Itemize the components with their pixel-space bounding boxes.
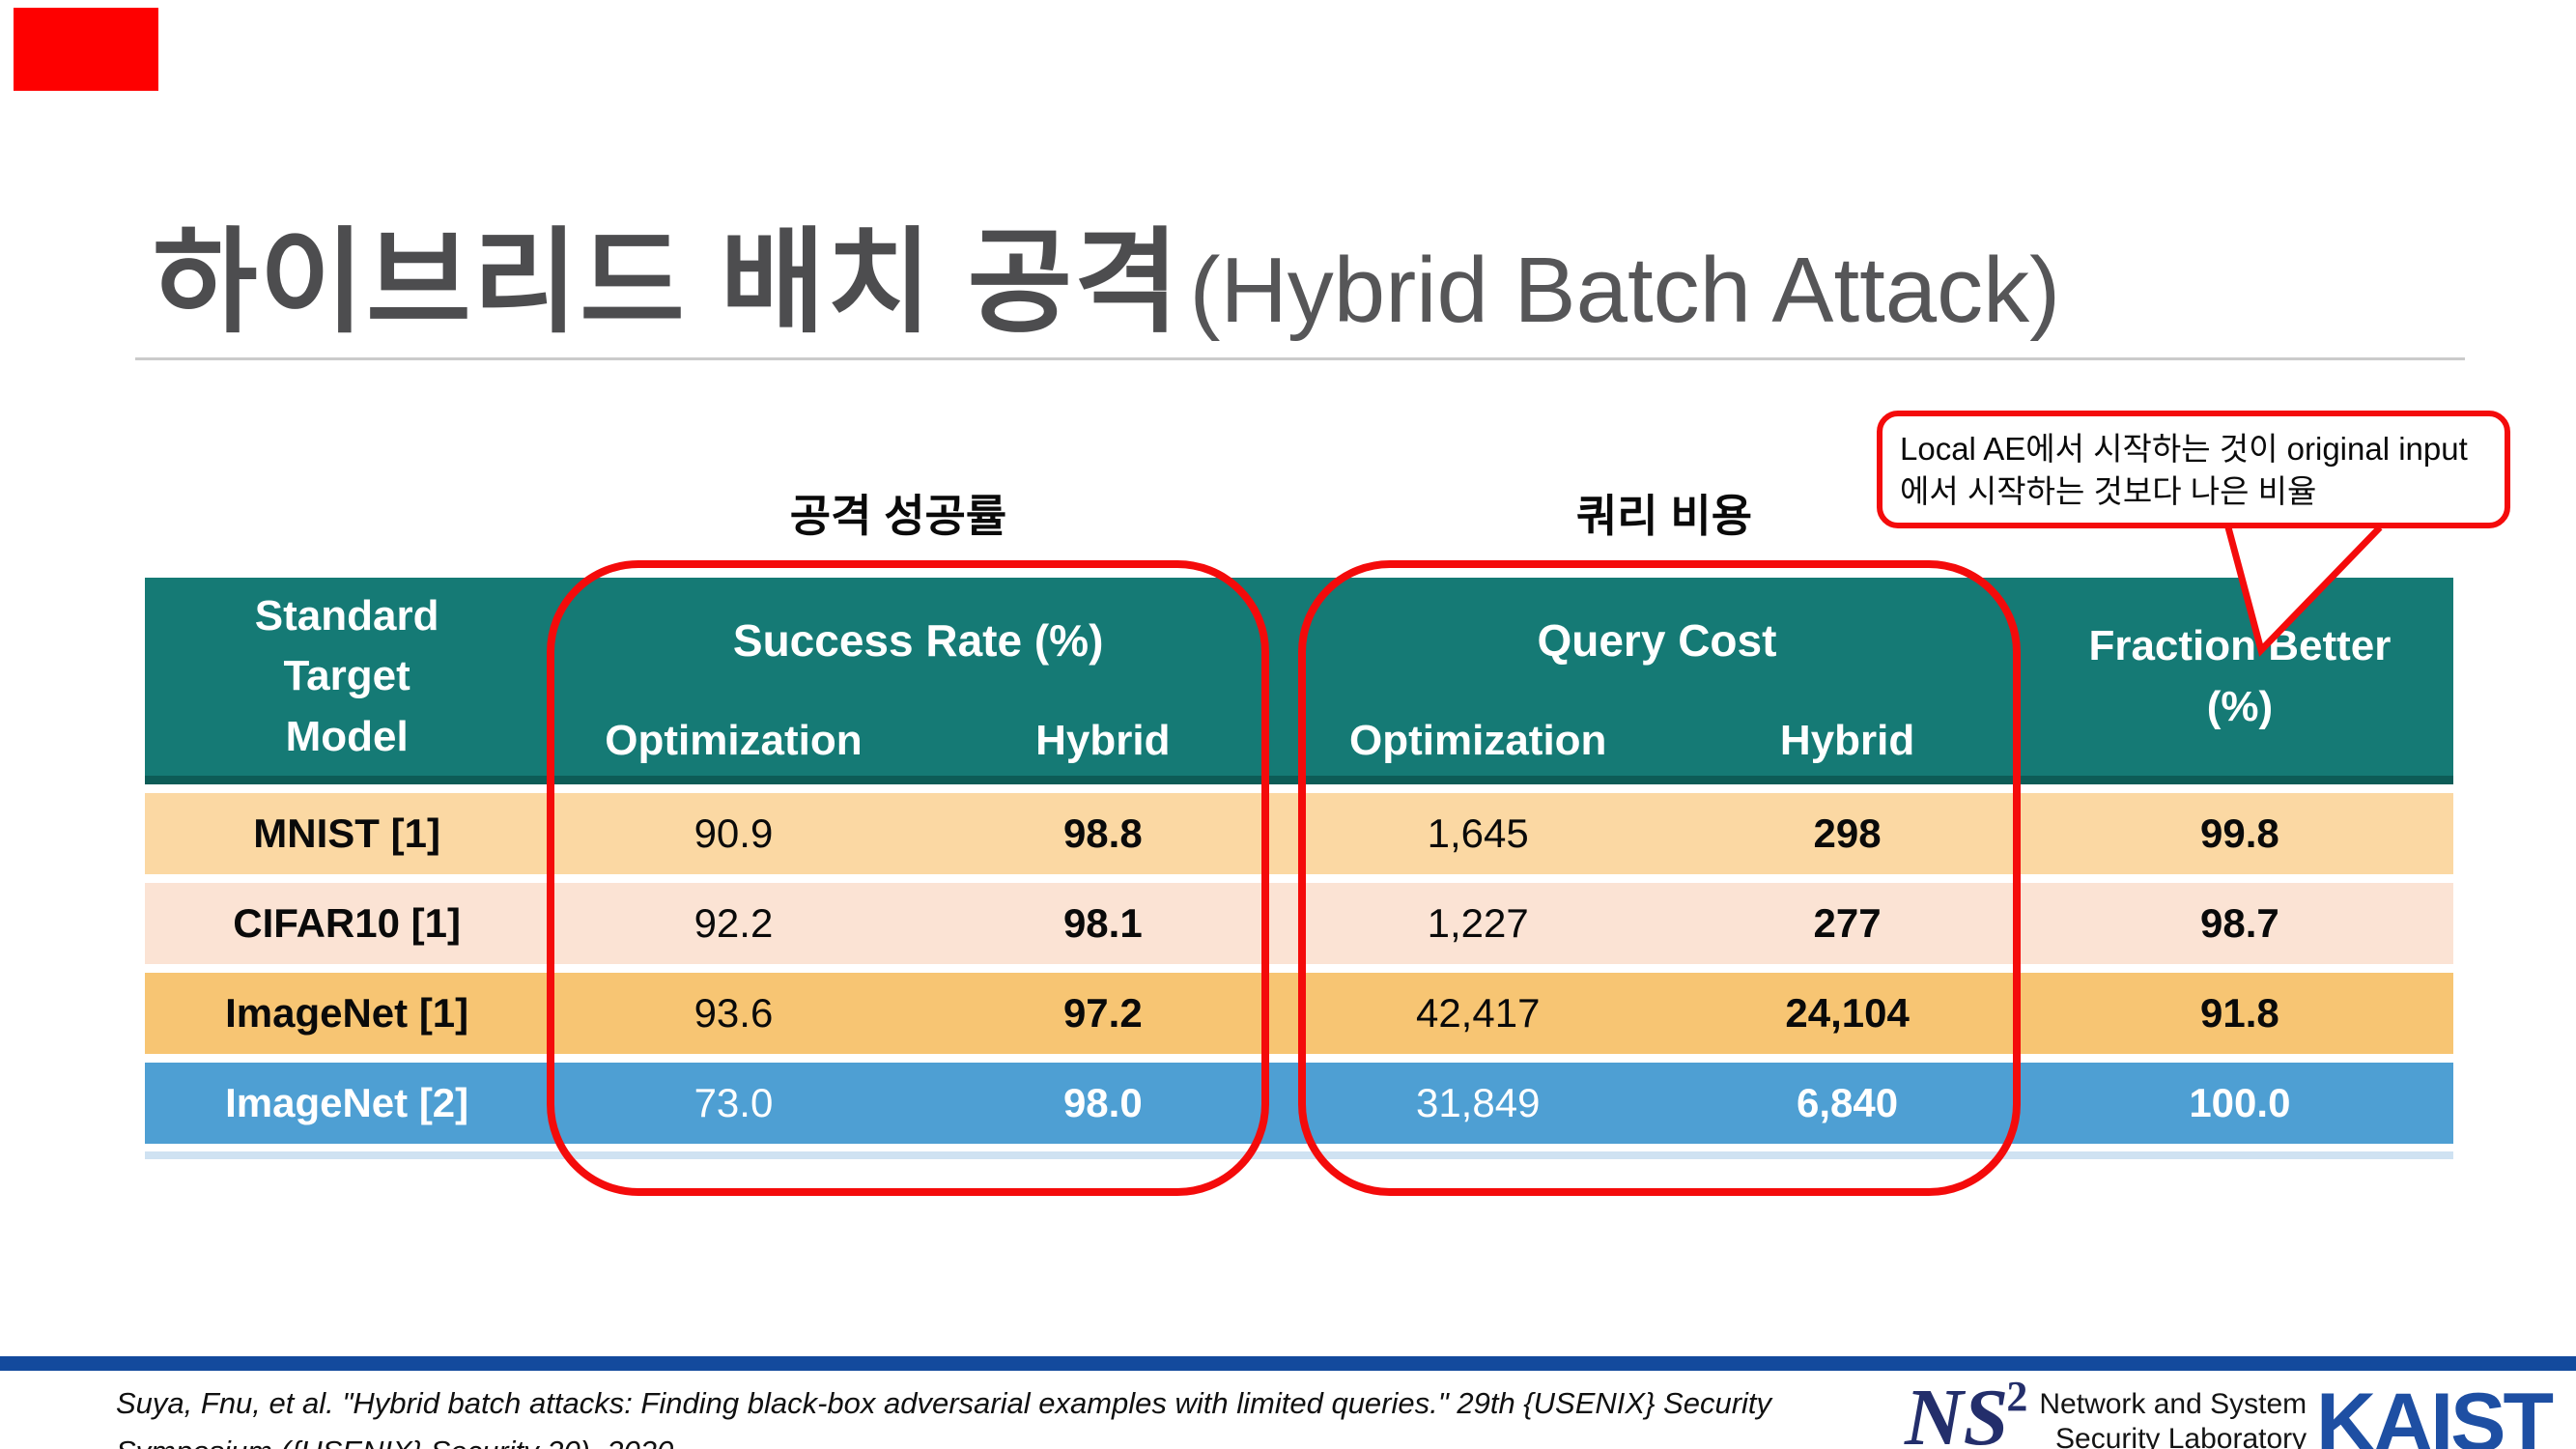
citation-line: Symposium ({USENIX} Security 20). 2020. [116, 1428, 1771, 1449]
page-title: 하이브리드 배치 공격 (Hybrid Batch Attack) [153, 189, 2060, 355]
ns2-lab-logo: NS2 Network and System Security Laborato… [1905, 1373, 2307, 1449]
ns2-logo-mark: NS2 [1905, 1373, 2028, 1449]
header-qc-optimization: Optimization [1349, 717, 1607, 764]
title-korean: 하이브리드 배치 공격 [153, 219, 1181, 347]
table-bottom-shadow [145, 1151, 2453, 1159]
header-fraction-better: Fraction Better (%) [2088, 622, 2392, 730]
header-query-cost: Query Cost [1537, 615, 1777, 666]
title-divider [135, 357, 2465, 360]
footer-divider-bar [0, 1356, 2576, 1371]
success-rate-highlight-ring [547, 560, 1269, 1196]
kaist-logo: KAIST [2316, 1377, 2554, 1449]
header-standard-target-model: Standard Target Model [254, 591, 439, 760]
lab-name-text: Network and System Security Laboratory [2039, 1388, 2307, 1449]
title-english: (Hybrid Batch Attack) [1189, 239, 2061, 342]
citation: Suya, Fnu, et al. "Hybrid batch attacks:… [116, 1379, 1771, 1449]
header-sr-hybrid: Hybrid [1035, 717, 1171, 764]
annotation-callout: Local AE에서 시작하는 것이 original input에서 시작하는… [1877, 411, 2510, 528]
header-qc-hybrid: Hybrid [1779, 717, 1915, 764]
header-sr-optimization: Optimization [605, 717, 863, 764]
query-cost-highlight-ring [1298, 560, 2021, 1196]
label-query-cost: 쿼리 비용 [1575, 491, 1753, 541]
label-attack-success-rate: 공격 성공률 [789, 491, 1007, 541]
header-success-rate: Success Rate (%) [732, 615, 1104, 666]
citation-line: Suya, Fnu, et al. "Hybrid batch attacks:… [116, 1386, 1772, 1420]
red-corner-accent [14, 8, 158, 91]
